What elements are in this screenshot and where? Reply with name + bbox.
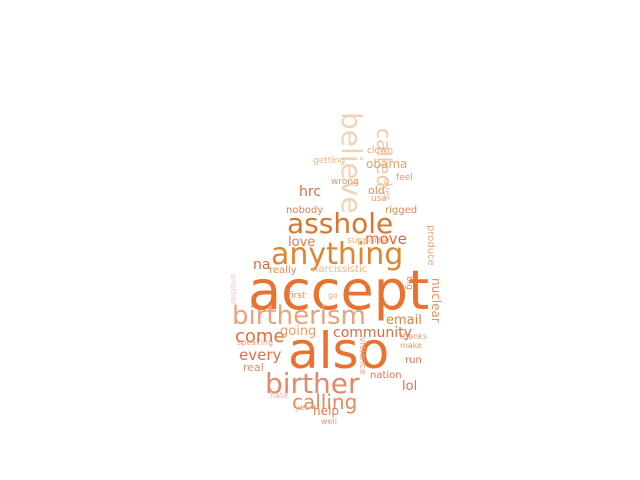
word: supporter xyxy=(347,236,391,246)
word: birtherism xyxy=(232,301,366,331)
word: accept xyxy=(248,259,430,322)
word: help xyxy=(313,404,339,418)
word: na xyxy=(253,257,271,273)
word: old xyxy=(368,184,385,197)
word: go xyxy=(328,291,338,300)
word: clown xyxy=(367,146,394,156)
word: also xyxy=(288,322,390,380)
word: community xyxy=(333,325,412,341)
word: yes xyxy=(295,403,309,412)
word: obama xyxy=(366,157,408,171)
word: nation xyxy=(370,370,402,381)
word: violence xyxy=(357,337,367,375)
word: make xyxy=(400,341,422,350)
word: move xyxy=(365,230,407,248)
word: email xyxy=(386,313,422,328)
word: big xyxy=(404,276,414,290)
word: first xyxy=(288,291,306,301)
word: hate xyxy=(270,391,289,400)
word: anything xyxy=(271,237,404,272)
word: narcissistic xyxy=(312,264,368,275)
word: run xyxy=(405,355,422,366)
word: speaking xyxy=(237,338,274,347)
word: nuclear xyxy=(429,278,443,323)
word: usa xyxy=(371,194,387,204)
word: another xyxy=(229,274,238,306)
word: rigged xyxy=(385,205,418,216)
word: asshole xyxy=(287,207,394,240)
word: birther xyxy=(265,367,360,400)
word: every xyxy=(239,346,282,364)
word: going xyxy=(280,324,317,339)
word: produce xyxy=(425,225,436,266)
word: calling xyxy=(292,390,358,414)
word: nobody xyxy=(286,205,324,216)
word: lol xyxy=(402,379,418,394)
word: feel xyxy=(396,173,413,183)
word: real xyxy=(243,361,264,374)
word: ever xyxy=(381,178,392,201)
word: thanks xyxy=(400,332,427,341)
word: really xyxy=(269,265,297,276)
word: love xyxy=(288,235,316,250)
word: come xyxy=(235,326,285,347)
word: wrong xyxy=(331,177,359,187)
word: getting xyxy=(313,156,346,166)
word: well xyxy=(321,417,337,426)
word: hrc xyxy=(299,184,322,200)
